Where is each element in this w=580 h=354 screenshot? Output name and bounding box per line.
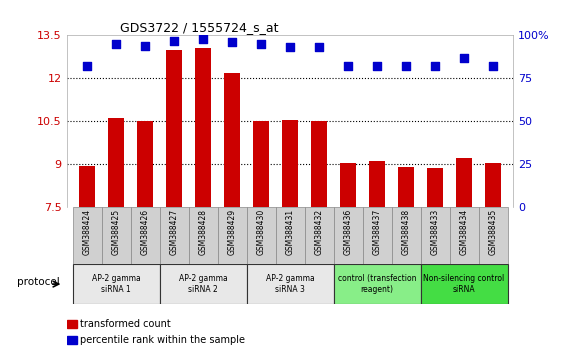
Bar [160,264,246,304]
Text: GSM388433: GSM388433 [430,209,440,255]
Point [227,39,237,45]
Bar [102,207,130,264]
Bar [130,207,160,264]
Bar [311,121,327,207]
Text: GSM388438: GSM388438 [401,209,411,255]
Point [82,63,92,69]
Point [285,45,295,50]
Bar [72,207,102,264]
Bar [188,207,218,264]
Text: GSM388437: GSM388437 [372,209,382,255]
Bar [246,264,334,304]
Bar [218,207,246,264]
Bar [67,336,77,344]
Bar [398,167,414,207]
Bar [485,163,501,207]
Text: GSM388426: GSM388426 [140,209,150,255]
Text: AP-2 gamma
siRNA 3: AP-2 gamma siRNA 3 [266,274,314,294]
Text: GSM388435: GSM388435 [488,209,498,255]
Text: GSM388430: GSM388430 [256,209,266,255]
Text: GSM388436: GSM388436 [343,209,353,255]
Bar [72,264,160,304]
Bar [166,50,182,207]
Text: Non-silencing control
siRNA: Non-silencing control siRNA [423,274,505,294]
Bar [362,207,392,264]
Text: AP-2 gamma
siRNA 1: AP-2 gamma siRNA 1 [92,274,140,294]
Point [401,63,411,69]
Point [314,45,324,50]
Bar [369,161,385,207]
Text: GSM388427: GSM388427 [169,209,179,255]
Point [169,38,179,44]
Bar [282,120,298,207]
Bar [79,166,95,207]
Bar [420,264,508,304]
Text: percentile rank within the sample: percentile rank within the sample [80,335,245,345]
Point [198,36,208,42]
Text: transformed count: transformed count [80,319,171,329]
Bar [334,207,362,264]
Bar [246,207,276,264]
Bar [224,73,240,207]
Bar [304,207,333,264]
Text: GSM388431: GSM388431 [285,209,295,255]
Bar [137,121,153,207]
Point [430,63,440,69]
Bar [340,163,356,207]
Text: control (transfection
reagent): control (transfection reagent) [338,274,416,294]
Text: GSM388434: GSM388434 [459,209,469,255]
Bar [108,118,124,207]
Bar [195,48,211,207]
Point [343,63,353,69]
Text: GSM388428: GSM388428 [198,209,208,255]
Bar [427,169,443,207]
Bar [478,207,508,264]
Bar [67,320,77,328]
Text: protocol: protocol [17,277,59,287]
Text: GSM388425: GSM388425 [111,209,121,255]
Bar [392,207,420,264]
Text: GDS3722 / 1555724_s_at: GDS3722 / 1555724_s_at [120,21,279,34]
Text: GSM388429: GSM388429 [227,209,237,255]
Bar [334,264,420,304]
Bar [450,207,478,264]
Point [459,55,469,61]
Bar [456,159,472,207]
Text: GSM388424: GSM388424 [82,209,92,255]
Text: GSM388432: GSM388432 [314,209,324,255]
Text: AP-2 gamma
siRNA 2: AP-2 gamma siRNA 2 [179,274,227,294]
Bar [276,207,304,264]
Bar [253,121,269,207]
Point [256,41,266,47]
Point [488,63,498,69]
Bar [420,207,450,264]
Point [111,41,121,47]
Bar [160,207,188,264]
Point [140,43,150,48]
Point [372,63,382,69]
